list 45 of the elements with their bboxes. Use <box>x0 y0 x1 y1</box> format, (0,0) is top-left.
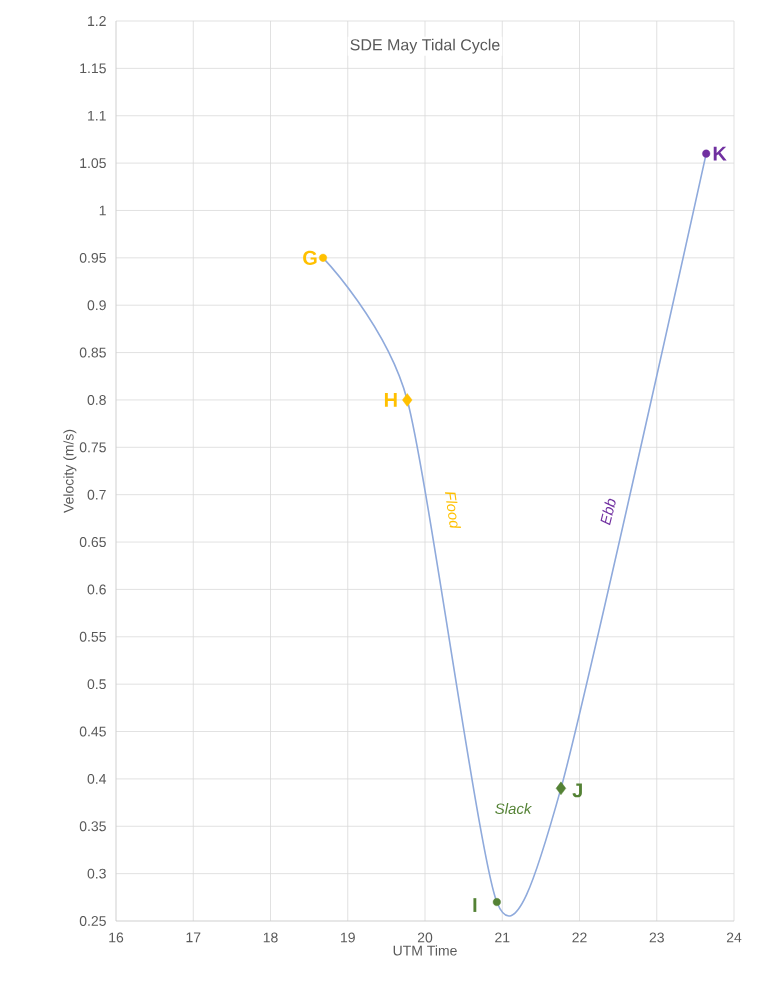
x-tick-label: 18 <box>263 932 278 943</box>
x-tick-label: 24 <box>726 932 742 943</box>
y-tick-label: 0.8 <box>87 394 106 405</box>
annotation: G <box>303 250 317 265</box>
y-tick-label: 0.45 <box>79 726 106 737</box>
annotation: Ebb <box>600 498 616 526</box>
y-tick-label: 0.9 <box>87 300 106 311</box>
y-tick-label: 1.05 <box>80 158 106 169</box>
annotation: K <box>713 146 727 161</box>
annotation: H <box>384 393 397 407</box>
y-tick-label: 0.3 <box>87 868 106 879</box>
point <box>702 149 711 158</box>
y-tick-label: 0.95 <box>79 252 106 263</box>
y-tick-label: 1.2 <box>88 16 106 26</box>
x-axis-title: UTM Time <box>393 945 457 956</box>
annotation: Slack <box>495 802 533 814</box>
y-tick-label: 0.65 <box>79 537 106 548</box>
y-tick-label: 0.5 <box>87 679 106 690</box>
y-tick-label: 0.35 <box>79 821 106 832</box>
y-tick-label: 0.75 <box>79 442 106 453</box>
point <box>492 898 501 907</box>
point <box>555 781 567 796</box>
annotation: Flood <box>444 492 461 528</box>
x-tick-label: 23 <box>649 932 664 943</box>
x-tick-label: 21 <box>495 932 510 943</box>
annotation: I <box>473 898 477 912</box>
y-axis-title: Velocity (m/s) <box>63 429 77 513</box>
text: SDE May Tidal Cycle <box>350 38 500 54</box>
annotation: J <box>572 783 582 798</box>
x-tick-label: 22 <box>572 932 587 943</box>
x-tick-label: 19 <box>341 932 355 943</box>
point <box>402 393 413 407</box>
y-tick-label: 0.25 <box>79 916 106 926</box>
point <box>319 253 328 262</box>
y-tick-label: 0.4 <box>87 773 107 784</box>
x-tick-label: 17 <box>186 932 201 943</box>
x-tick-label: 16 <box>109 932 124 943</box>
y-tick-label: 0.85 <box>79 347 106 358</box>
y-tick-label: 1 <box>99 205 106 216</box>
y-tick-label: 1.15 <box>80 63 106 74</box>
y-tick-label: 1.1 <box>88 110 106 121</box>
y-tick-label: 0.7 <box>87 489 106 500</box>
y-tick-label: 0.55 <box>79 631 106 642</box>
y-tick-label: 0.6 <box>87 584 106 595</box>
x-tick-label: 20 <box>417 932 433 943</box>
